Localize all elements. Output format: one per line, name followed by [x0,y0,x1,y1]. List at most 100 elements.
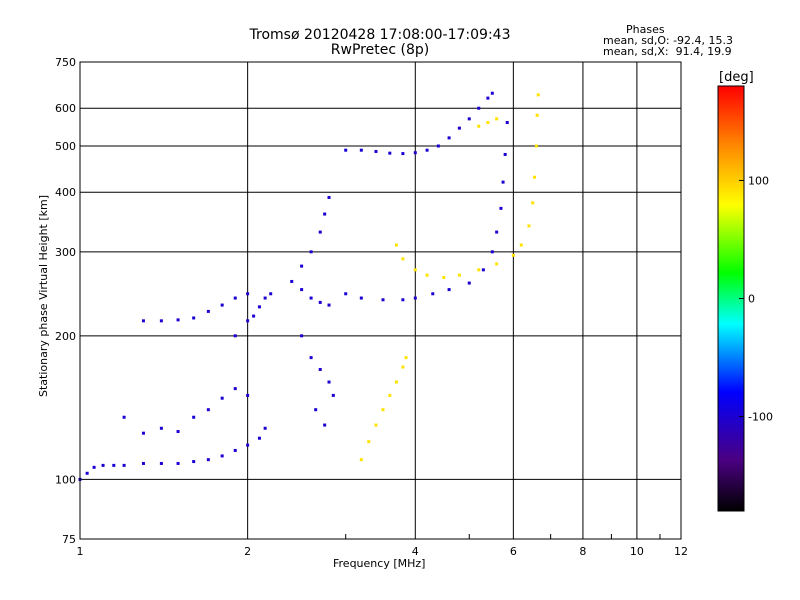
data-point [122,463,126,467]
data-point [490,250,494,254]
data-point [176,318,180,322]
data-point [141,319,145,323]
x-tick-label: 6 [510,545,517,558]
data-point [263,426,267,430]
data-point [233,296,237,300]
x-axis-label: Frequency [MHz] [333,557,426,570]
x-tick-label: 10 [630,545,644,558]
data-point [442,276,446,280]
data-point [499,206,503,210]
data-point [367,440,371,444]
data-point [447,288,451,292]
data-point [92,465,96,469]
data-point [192,460,196,464]
phase-stats-o: mean, sd,O: -92.4, 15.3 [603,34,734,47]
colorbar-tick-label: 100 [748,174,769,187]
data-point [331,393,335,397]
data-point [344,148,348,152]
data-point [503,152,507,156]
phase-stats-title: Phases [626,23,665,36]
data-point [122,415,126,419]
data-point [413,151,417,155]
data-point [501,180,505,184]
colorbar-unit: [deg] [719,70,754,85]
data-point [404,356,408,360]
data-point [300,334,304,338]
data-point [431,292,435,296]
data-point [457,126,461,130]
data-point [309,356,313,360]
data-point [290,279,294,283]
data-point [527,224,531,228]
data-point [425,148,429,152]
y-tick-label: 300 [55,246,76,259]
data-point [257,305,261,309]
y-tick-label: 600 [55,102,76,115]
data-point [269,292,273,296]
data-point [246,319,250,323]
data-point [220,303,224,307]
data-point [388,393,392,397]
data-point [159,426,163,430]
data-point [467,117,471,121]
chart-subtitle: RwPretec (8p) [330,42,430,58]
x-tick-label: 1 [77,545,84,558]
data-point [505,121,509,125]
data-point [318,300,322,304]
data-point [314,408,318,412]
data-point [318,367,322,371]
data-point [206,458,210,462]
data-point [413,296,417,300]
data-point [206,309,210,313]
data-point [220,396,224,400]
data-point [220,454,224,458]
data-point [534,144,538,148]
data-point [176,461,180,465]
data-point [401,298,405,302]
data-point [425,273,429,277]
data-point [252,314,256,318]
data-point [467,281,471,285]
data-point [318,230,322,234]
data-point [381,298,385,302]
colorbar-tick-label: -100 [748,411,773,424]
data-point [257,436,261,440]
y-tick-label: 200 [55,330,76,343]
data-point [381,408,385,412]
data-point [477,124,481,128]
y-tick-label: 500 [55,140,76,153]
data-point [495,117,499,121]
data-point [374,423,378,427]
data-point [309,296,313,300]
data-point [192,316,196,320]
data-point [246,292,250,296]
data-point [141,431,145,435]
data-point [327,303,331,307]
data-point [327,195,331,199]
data-point [233,448,237,452]
data-point [401,365,405,369]
data-point [101,463,105,467]
data-point [490,91,494,95]
data-point [359,458,363,462]
data-point [394,380,398,384]
data-point [511,253,515,257]
data-point [344,292,348,296]
data-point [141,461,145,465]
data-point [323,212,327,216]
data-point [112,463,116,467]
phase-stats-x: mean, sd,X: 91.4, 19.9 [603,45,732,58]
data-point [246,443,250,447]
data-point [535,113,539,117]
y-tick-label: 750 [55,56,76,69]
data-point [85,471,89,475]
plot-frame [79,61,682,540]
data-point [192,415,196,419]
data-point [436,144,440,148]
y-tick-label: 400 [55,186,76,199]
data-point [519,243,523,247]
data-point [536,93,540,97]
data-point [233,387,237,391]
data-point [359,148,363,152]
